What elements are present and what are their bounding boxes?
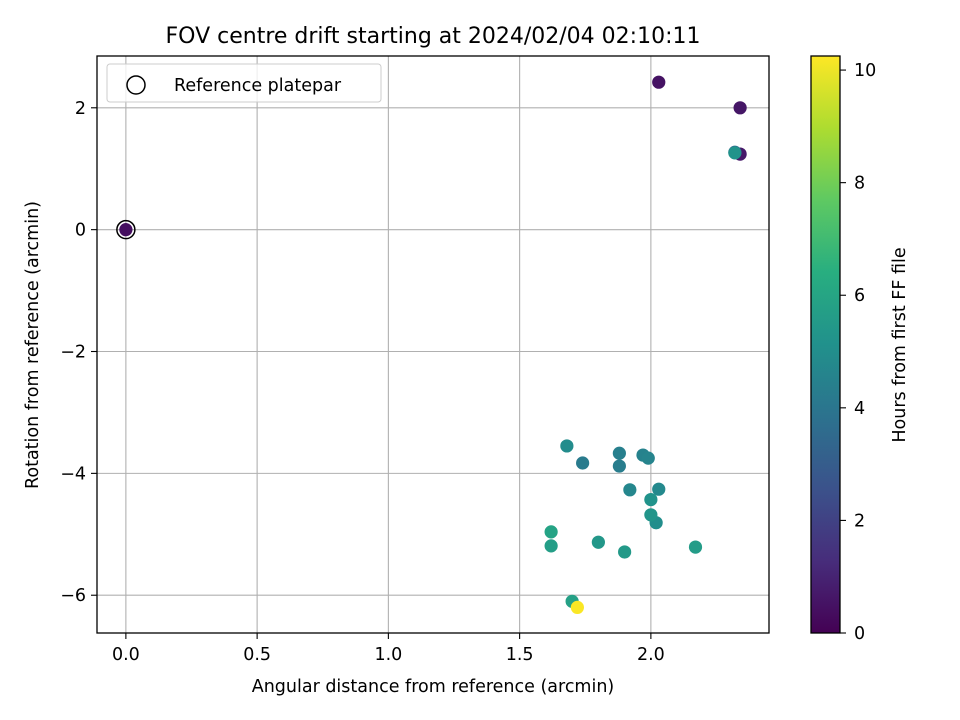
scatter-point <box>544 525 558 539</box>
scatter-point <box>623 483 637 497</box>
scatter-point <box>644 492 658 507</box>
scatter-point <box>612 459 626 473</box>
colorbar-tick-label: 10 <box>854 61 876 81</box>
x-tick-label: 2.0 <box>637 645 665 665</box>
colorbar-gradient <box>811 56 840 633</box>
legend: Reference platepar <box>106 63 382 103</box>
x-axis-ticks: 0.0 0.5 1.0 1.5 2.0 <box>112 633 665 665</box>
colorbar-tick-label: 8 <box>854 174 865 194</box>
colorbar: 0 2 4 6 8 10 Hours from first FF file <box>810 55 910 644</box>
scatter-point <box>641 451 655 465</box>
scatter-point <box>591 535 605 549</box>
scatter-point <box>612 446 626 460</box>
y-tick-label: −4 <box>60 464 86 484</box>
scatter-points <box>116 75 747 615</box>
colorbar-tick-label: 4 <box>854 399 865 419</box>
y-axis-ticks: −6 −4 −2 0 2 <box>60 99 97 606</box>
x-tick-label: 1.5 <box>506 645 534 665</box>
legend-box <box>106 63 382 103</box>
chart-title: FOV centre drift starting at 2024/02/04 … <box>166 24 701 49</box>
colorbar-ticks: 0 2 4 6 8 10 <box>840 61 876 644</box>
scatter-point <box>733 101 747 115</box>
colorbar-tick-label: 0 <box>854 624 865 644</box>
plot-frame <box>96 55 770 634</box>
x-tick-label: 1.0 <box>374 645 402 665</box>
scatter-point <box>576 456 590 470</box>
reference-marker <box>116 219 136 240</box>
scatter-point <box>728 146 742 160</box>
x-axis-label: Angular distance from reference (arcmin) <box>252 677 615 697</box>
x-tick-label: 0.5 <box>243 645 271 665</box>
y-tick-label: −2 <box>60 343 86 363</box>
scatter-point <box>644 508 658 522</box>
scatter-point <box>570 600 584 615</box>
y-tick-label: 0 <box>75 221 86 241</box>
scatter-point <box>618 545 632 559</box>
scatter-point <box>652 482 666 496</box>
scatter-point <box>544 539 558 553</box>
legend-entry-reference: Reference platepar <box>174 76 342 96</box>
scatter-point <box>119 223 133 237</box>
colorbar-label: Hours from first FF file <box>890 247 910 442</box>
scatter-point <box>652 75 666 89</box>
grid <box>97 56 769 633</box>
scatter-point <box>688 540 703 554</box>
y-tick-label: 2 <box>75 99 86 119</box>
legend-reference-marker <box>126 75 146 95</box>
x-tick-label: 0.0 <box>112 645 140 665</box>
colorbar-tick-label: 6 <box>854 286 865 306</box>
y-tick-label: −6 <box>60 586 86 606</box>
colorbar-frame <box>810 55 841 634</box>
y-axis-label: Rotation from reference (arcmin) <box>23 201 43 489</box>
scatter-point <box>560 439 574 453</box>
colorbar-tick-label: 2 <box>854 511 865 531</box>
